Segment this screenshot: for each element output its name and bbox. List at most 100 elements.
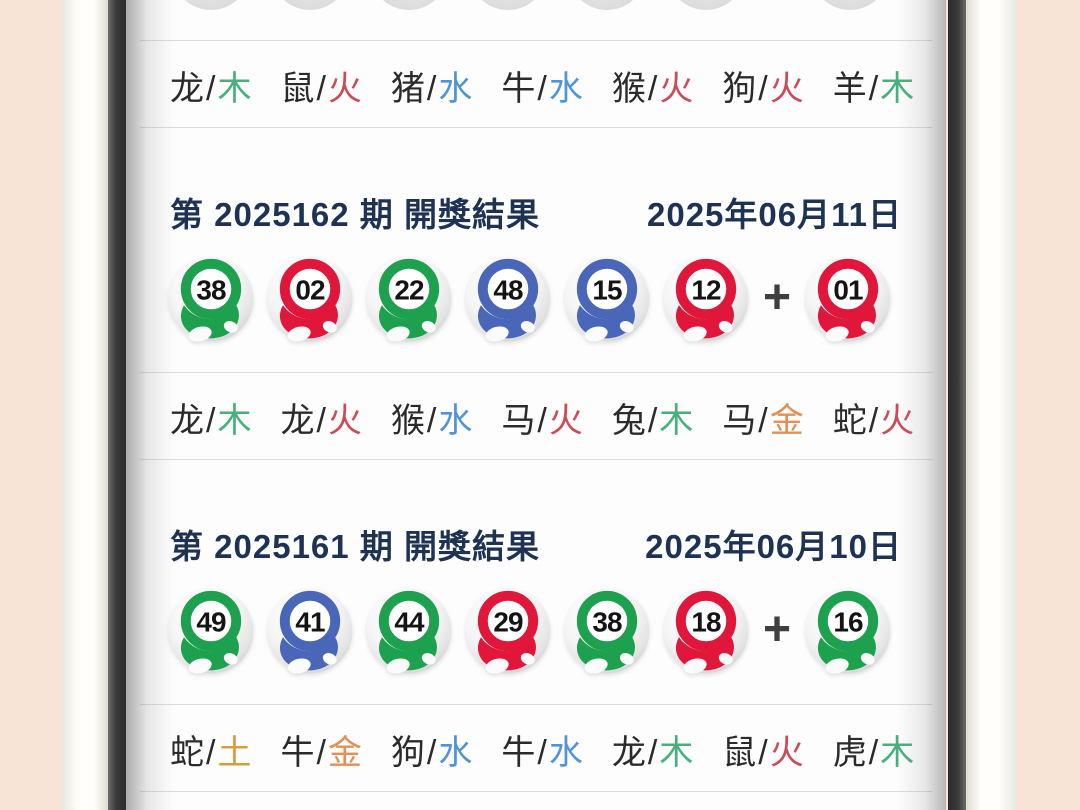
plus-icon: +	[763, 603, 792, 656]
zodiac-animal: 狗	[722, 69, 758, 108]
ball-number: 02	[295, 274, 325, 305]
zodiac-element: 水	[438, 733, 474, 772]
ball-number: 16	[833, 606, 863, 637]
zodiac-item: 牛/金	[280, 725, 362, 774]
zodiac-separator: /	[868, 69, 880, 108]
zodiac-separator: /	[758, 733, 769, 772]
cutoff-ball-icon	[805, 0, 895, 12]
ball-graphic: 18	[663, 588, 749, 674]
zodiac-animal: 蛇	[832, 401, 868, 440]
zodiac-element: 木	[217, 69, 253, 108]
zodiac-element: 木	[880, 69, 916, 108]
zodiac-item: 龙/火	[280, 393, 362, 442]
zodiac-item: 鼠/火	[280, 61, 362, 110]
cutoff-ball-icon	[172, 0, 250, 10]
zodiac-animal: 牛	[501, 733, 537, 772]
ball-number: 44	[394, 606, 425, 637]
ball-graphic: 12	[663, 256, 749, 342]
zodiac-item: 牛/水	[501, 725, 583, 774]
zodiac-row: 龙/木 龙/火 猴/水 马/火 兔/木 马/金 蛇/火	[126, 393, 946, 441]
zodiac-item: 牛/水	[501, 61, 583, 110]
zodiac-row: 蛇/土 牛/金 狗/水 牛/水 龙/木 鼠/火 虎/木	[126, 725, 946, 773]
phone-bezel-left	[108, 0, 126, 810]
cutoff-ball-icon	[463, 0, 553, 12]
zodiac-element: 火	[769, 69, 805, 108]
ball-graphic: 48	[465, 256, 551, 342]
zodiac-animal: 羊	[832, 69, 868, 108]
zodiac-item: 龙/木	[170, 61, 252, 110]
ball-graphic: 44	[366, 588, 452, 674]
zodiac-separator: /	[868, 733, 880, 772]
lottery-ball: 29	[463, 583, 553, 677]
zodiac-element: 金	[327, 733, 363, 772]
frame-white-right	[966, 0, 1016, 810]
zodiac-element: 水	[438, 401, 474, 440]
zodiac-item: 蛇/火	[833, 393, 915, 442]
ball-graphic: 02	[267, 256, 353, 342]
zodiac-animal: 马	[722, 401, 758, 440]
cutoff-ball-icon	[265, 0, 355, 12]
draw-date: 2025年06月11日	[646, 196, 902, 233]
lottery-ball: 44	[364, 583, 454, 677]
zodiac-item: 猴/火	[612, 61, 694, 110]
zodiac-element: 火	[659, 69, 695, 108]
zodiac-element: 水	[548, 69, 584, 108]
zodiac-separator: /	[206, 69, 217, 108]
zodiac-separator: /	[426, 69, 438, 108]
zodiac-item: 羊/木	[833, 61, 915, 110]
ball-graphic: 22	[366, 256, 452, 342]
ball-number: 38	[592, 606, 622, 637]
zodiac-separator: /	[868, 401, 880, 440]
zodiac-item: 猪/水	[391, 61, 473, 110]
ball-graphic: 15	[564, 256, 650, 342]
zodiac-item: 龙/木	[170, 393, 252, 442]
lottery-ball: 38	[562, 583, 652, 677]
ball-graphic: 49	[168, 588, 254, 674]
zodiac-element: 木	[880, 733, 916, 772]
ball-number: 15	[592, 274, 622, 305]
zodiac-element: 水	[438, 69, 474, 108]
divider	[140, 127, 932, 128]
zodiac-separator: /	[537, 401, 548, 440]
draw-header: 第 2025162 期 開獎結果 2025年06月11日	[126, 189, 946, 235]
zodiac-separator: /	[647, 69, 659, 108]
lottery-ball: 12	[661, 251, 751, 345]
cutoff-balls-row	[126, 0, 946, 12]
zodiac-separator: /	[206, 401, 217, 440]
cutoff-ball-icon	[568, 0, 646, 10]
zodiac-animal: 龙	[280, 401, 316, 440]
zodiac-item: 狗/水	[391, 725, 473, 774]
lottery-ball: 18	[661, 583, 751, 677]
cutoff-ball-icon	[562, 0, 652, 12]
draw-date: 2025年06月10日	[645, 528, 902, 565]
zodiac-animal: 鼠	[280, 69, 316, 108]
zodiac-element: 金	[769, 401, 805, 440]
plus-icon: +	[763, 271, 792, 324]
balls-row: 38 02 22 48 15 12 +01	[126, 250, 946, 346]
zodiac-item: 龙/木	[612, 725, 694, 774]
zodiac-item: 鼠/火	[722, 725, 804, 774]
divider	[140, 704, 932, 705]
zodiac-separator: /	[537, 733, 548, 772]
zodiac-animal: 牛	[280, 733, 316, 772]
zodiac-item: 马/火	[501, 393, 583, 442]
zodiac-animal: 蛇	[170, 733, 205, 772]
special-lottery-ball: 16	[803, 583, 893, 677]
divider	[140, 459, 932, 460]
zodiac-separator: /	[758, 401, 769, 440]
zodiac-animal: 龙	[170, 401, 205, 440]
zodiac-element: 火	[548, 401, 584, 440]
lottery-ball: 41	[265, 583, 355, 677]
cutoff-ball-icon	[661, 0, 751, 12]
divider	[140, 791, 932, 792]
zodiac-element: 土	[217, 733, 253, 772]
lottery-ball: 49	[166, 583, 256, 677]
ball-graphic: 01	[805, 256, 891, 342]
special-lottery-ball: 01	[803, 251, 893, 345]
frame-white-left	[62, 0, 108, 810]
zodiac-animal: 兔	[611, 401, 647, 440]
zodiac-separator: /	[647, 733, 659, 772]
draw-title: 第 2025161 期 開獎結果	[170, 528, 540, 565]
zodiac-animal: 虎	[832, 733, 868, 772]
